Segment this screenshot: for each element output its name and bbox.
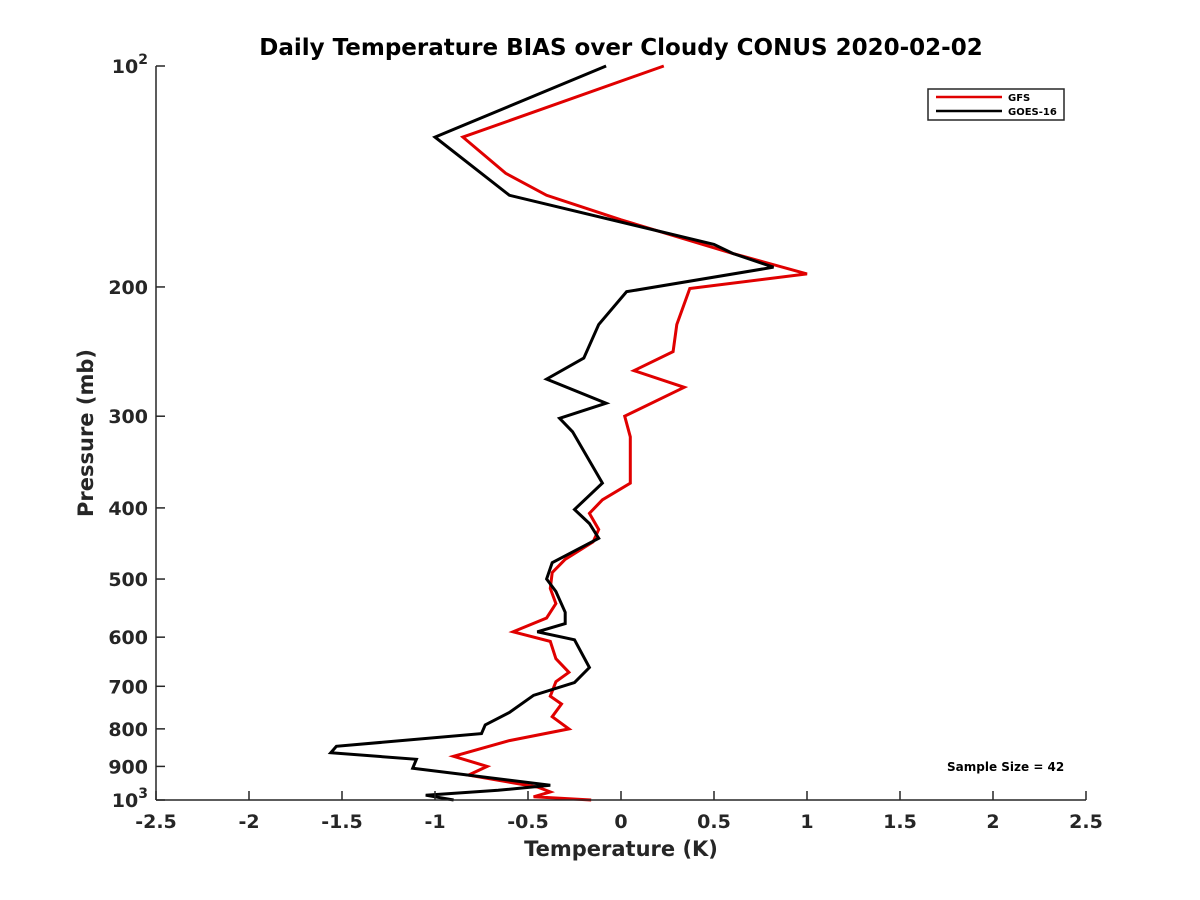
x-tick-label: 1 [800, 811, 813, 833]
y-tick-label: 700 [108, 676, 148, 698]
series-line-goes-16 [327, 64, 774, 802]
axes [155, 66, 1086, 801]
y-tick-label: 900 [108, 756, 148, 778]
legend: GFS GOES-16 [927, 88, 1065, 121]
legend-label-goes-16: GOES-16 [1008, 107, 1057, 118]
legend-label-gfs: GFS [1008, 93, 1030, 104]
x-tick-label: -0.5 [507, 811, 549, 833]
y-tick-label: 500 [108, 569, 148, 591]
x-tick-label: 2 [986, 811, 999, 833]
x-tick-label: -1.5 [321, 811, 363, 833]
y-tick-label: 300 [108, 406, 148, 428]
y-tick-label: 600 [108, 627, 148, 649]
x-tick-label: -2.5 [135, 811, 177, 833]
x-tick-label: -1 [424, 811, 445, 833]
y-tick-label: 103 [112, 786, 148, 812]
y-tick-label: 200 [108, 277, 148, 299]
x-tick-label: 1.5 [883, 811, 917, 833]
x-axis-label: Temperature (K) [524, 837, 718, 861]
legend-box [927, 88, 1065, 121]
y-tick-label: 800 [108, 719, 148, 741]
y-tick-label: 400 [108, 498, 148, 520]
y-ticks: 102 200 300 400 500 600 700 800 900 103 [108, 52, 165, 812]
series-line-gfs [448, 64, 808, 802]
y-axis-label: Pressure (mb) [74, 349, 98, 517]
x-ticks: -2.5 -2 -1.5 -1 -0.5 0 0.5 1 1.5 2 2.5 [135, 791, 1103, 833]
x-tick-label: 2.5 [1069, 811, 1103, 833]
plot-lines [327, 64, 808, 802]
x-tick-label: -2 [238, 811, 259, 833]
chart-title: Daily Temperature BIAS over Cloudy CONUS… [259, 35, 982, 61]
sample-size-annotation: Sample Size = 42 [947, 760, 1064, 774]
x-tick-label: 0 [614, 811, 627, 833]
x-tick-label: 0.5 [697, 811, 731, 833]
y-tick-label: 102 [112, 52, 148, 78]
